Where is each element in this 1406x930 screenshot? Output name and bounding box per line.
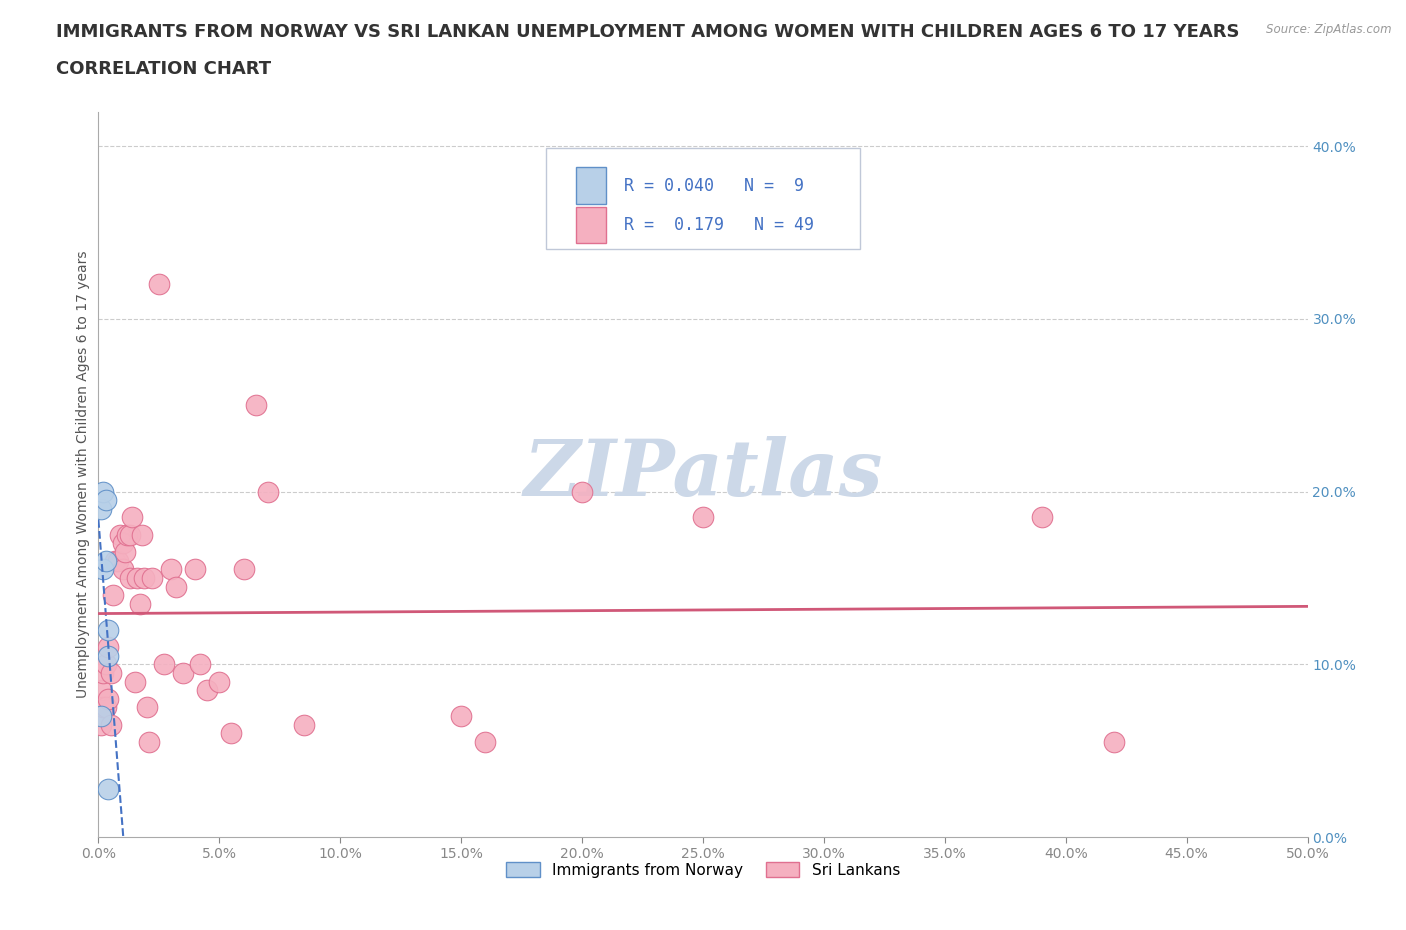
- Point: [104, 553, 127, 568]
- Point: [232, 562, 254, 577]
- Point: [292, 717, 315, 732]
- Point: [91, 562, 114, 577]
- Point: [121, 510, 143, 525]
- Point: [94, 657, 117, 671]
- Point: [134, 570, 156, 585]
- Point: [571, 485, 593, 499]
- Point: [111, 562, 134, 577]
- Point: [107, 553, 129, 568]
- Point: [474, 735, 496, 750]
- Point: [152, 657, 174, 671]
- Point: [91, 666, 114, 681]
- Point: [128, 596, 150, 611]
- Point: [172, 666, 194, 681]
- Point: [94, 700, 117, 715]
- Point: [94, 493, 117, 508]
- Point: [1031, 510, 1053, 525]
- Point: [94, 553, 117, 568]
- Point: [118, 570, 141, 585]
- Point: [138, 735, 160, 750]
- Point: [90, 709, 112, 724]
- Point: [256, 485, 278, 499]
- Y-axis label: Unemployment Among Women with Children Ages 6 to 17 years: Unemployment Among Women with Children A…: [76, 250, 90, 698]
- Point: [117, 527, 139, 542]
- Point: [184, 562, 207, 577]
- Text: R =  0.179   N = 49: R = 0.179 N = 49: [624, 216, 814, 233]
- Point: [1102, 735, 1125, 750]
- Point: [100, 717, 122, 732]
- Point: [221, 726, 243, 741]
- Point: [188, 657, 211, 671]
- Point: [91, 700, 114, 715]
- Text: ZIPatlas: ZIPatlas: [523, 436, 883, 512]
- Point: [90, 683, 112, 698]
- Point: [100, 666, 122, 681]
- Point: [160, 562, 183, 577]
- Point: [101, 588, 124, 603]
- Text: CORRELATION CHART: CORRELATION CHART: [56, 60, 271, 78]
- Point: [91, 485, 114, 499]
- Point: [108, 527, 131, 542]
- Point: [135, 700, 157, 715]
- Point: [118, 527, 141, 542]
- Point: [195, 683, 218, 698]
- Point: [124, 674, 146, 689]
- Point: [450, 709, 472, 724]
- Point: [90, 501, 112, 516]
- Text: IMMIGRANTS FROM NORWAY VS SRI LANKAN UNEMPLOYMENT AMONG WOMEN WITH CHILDREN AGES: IMMIGRANTS FROM NORWAY VS SRI LANKAN UNE…: [56, 23, 1240, 41]
- Point: [165, 579, 187, 594]
- Text: Source: ZipAtlas.com: Source: ZipAtlas.com: [1267, 23, 1392, 36]
- Point: [97, 622, 120, 637]
- FancyBboxPatch shape: [576, 206, 606, 243]
- Text: R = 0.040   N =  9: R = 0.040 N = 9: [624, 177, 804, 194]
- Point: [208, 674, 231, 689]
- Point: [141, 570, 163, 585]
- Legend: Immigrants from Norway, Sri Lankans: Immigrants from Norway, Sri Lankans: [501, 856, 905, 884]
- Point: [148, 277, 170, 292]
- Point: [692, 510, 714, 525]
- FancyBboxPatch shape: [576, 167, 606, 204]
- Point: [131, 527, 153, 542]
- FancyBboxPatch shape: [546, 148, 860, 249]
- Point: [90, 717, 112, 732]
- Point: [97, 691, 120, 706]
- Point: [114, 545, 136, 560]
- Point: [111, 536, 134, 551]
- Point: [97, 648, 120, 663]
- Point: [97, 640, 120, 655]
- Point: [127, 570, 149, 585]
- Point: [97, 781, 120, 796]
- Point: [245, 398, 267, 413]
